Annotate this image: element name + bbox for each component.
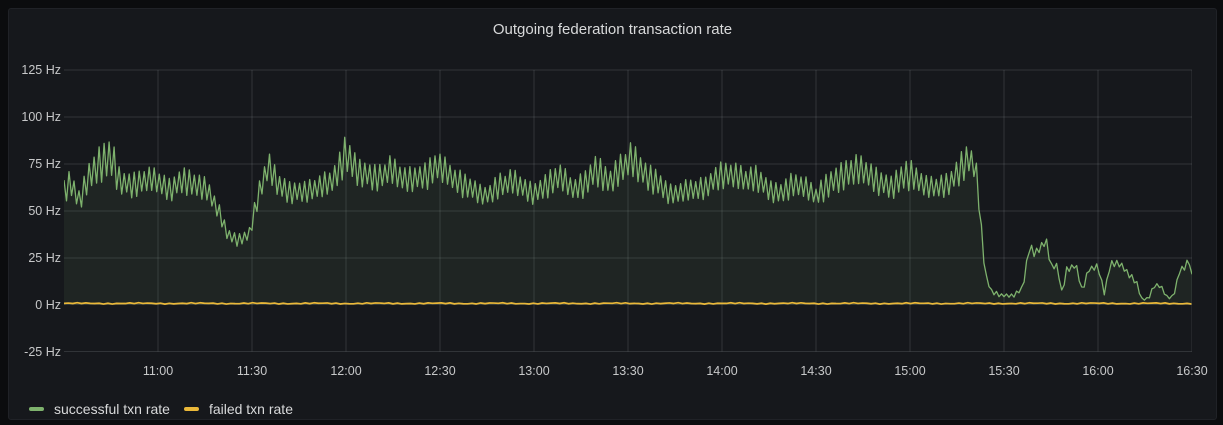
chart-plot-area[interactable] — [64, 57, 1192, 361]
legend: successful txn rate failed txn rate — [29, 399, 293, 419]
legend-item-failed-txn-rate[interactable]: failed txn rate — [183, 400, 293, 418]
x-tick-label: 13:30 — [612, 364, 644, 378]
y-tick-label: -25 Hz — [24, 344, 61, 359]
y-tick-label: 125 Hz — [21, 63, 61, 78]
graph-panel: Outgoing federation transaction rate 125… — [8, 8, 1217, 420]
chart-svg — [64, 69, 1192, 353]
legend-swatch-failed — [183, 407, 199, 411]
panel-title[interactable]: Outgoing federation transaction rate — [492, 21, 733, 38]
x-tick-label: 15:00 — [894, 364, 926, 378]
legend-label-failed: failed txn rate — [208, 401, 293, 417]
x-tick-label: 16:30 — [1176, 364, 1208, 378]
x-tick-label: 14:30 — [800, 364, 832, 378]
y-tick-label: 25 Hz — [28, 250, 61, 265]
x-tick-label: 11:00 — [142, 364, 174, 378]
y-tick-label: 50 Hz — [28, 203, 61, 218]
legend-label-successful: successful txn rate — [54, 401, 170, 417]
x-tick-label: 12:00 — [330, 364, 362, 378]
x-tick-label: 11:30 — [236, 364, 268, 378]
legend-item-successful-txn-rate[interactable]: successful txn rate — [29, 400, 170, 418]
y-tick-label: 0 Hz — [35, 297, 61, 312]
y-tick-label: 75 Hz — [28, 156, 61, 171]
legend-swatch-successful — [29, 407, 44, 411]
x-tick-label: 14:00 — [706, 364, 738, 378]
x-tick-label: 12:30 — [424, 364, 456, 378]
y-tick-label: 100 Hz — [21, 110, 61, 125]
x-tick-label: 16:00 — [1082, 364, 1114, 378]
x-tick-label: 15:30 — [988, 364, 1020, 378]
failed-series-line — [64, 301, 1192, 305]
successful-series-line — [64, 136, 1192, 301]
x-tick-label: 13:00 — [518, 364, 550, 378]
